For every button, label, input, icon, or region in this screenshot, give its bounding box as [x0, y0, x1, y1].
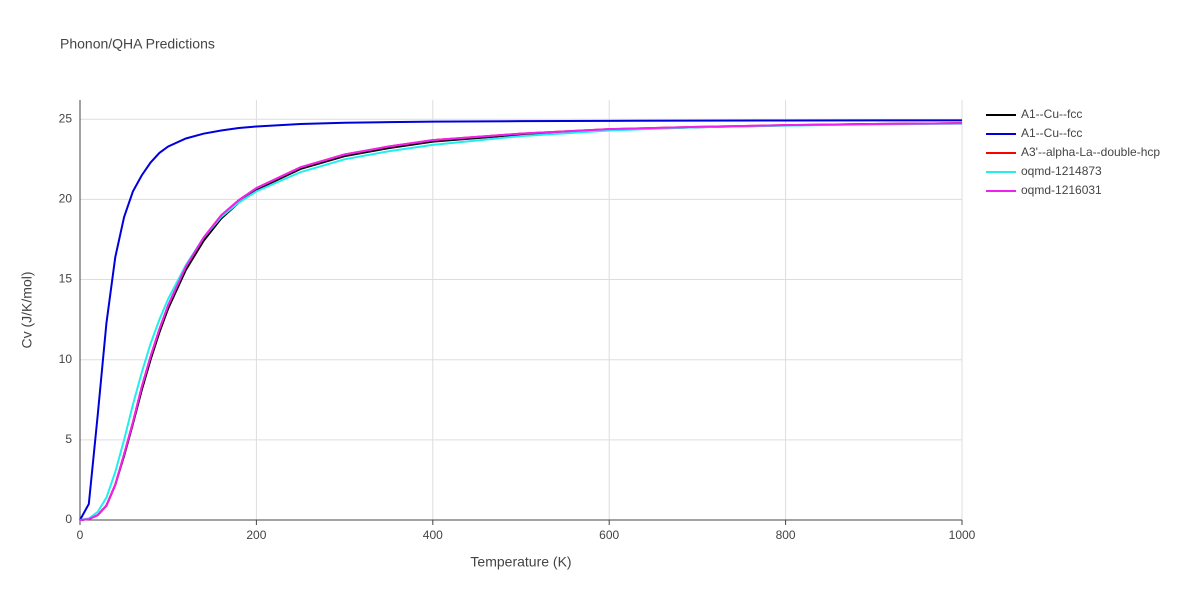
- line-series: [79, 122, 963, 521]
- x-tick-label: 600: [599, 528, 619, 542]
- line-series: [79, 122, 963, 521]
- legend-label: oqmd-1214873: [1021, 164, 1102, 178]
- x-tick-label: 800: [776, 528, 796, 542]
- y-tick-label: 5: [65, 432, 72, 446]
- x-tick-label: 0: [77, 528, 84, 542]
- x-tick-label: 200: [246, 528, 266, 542]
- y-tick-label: 25: [59, 111, 73, 125]
- x-tick-label: 1000: [949, 528, 976, 542]
- y-tick-label: 15: [59, 272, 73, 286]
- y-tick-label: 0: [65, 512, 72, 526]
- line-series: [79, 122, 963, 521]
- legend-label: A1--Cu--fcc: [1021, 126, 1082, 140]
- line-series: [79, 122, 963, 521]
- y-tick-label: 10: [59, 352, 73, 366]
- x-tick-label: 400: [423, 528, 443, 542]
- line-series: [79, 119, 962, 521]
- y-axis-title: Cv (J/K/mol): [19, 272, 35, 349]
- chart-title: Phonon/QHA Predictions: [60, 36, 215, 52]
- y-tick-label: 20: [59, 192, 73, 206]
- legend-label: oqmd-1216031: [1021, 183, 1102, 197]
- x-axis-title: Temperature (K): [470, 554, 571, 570]
- legend-label: A3'--alpha-La--double-hcp: [1021, 145, 1160, 159]
- legend-label: A1--Cu--fcc: [1021, 107, 1082, 121]
